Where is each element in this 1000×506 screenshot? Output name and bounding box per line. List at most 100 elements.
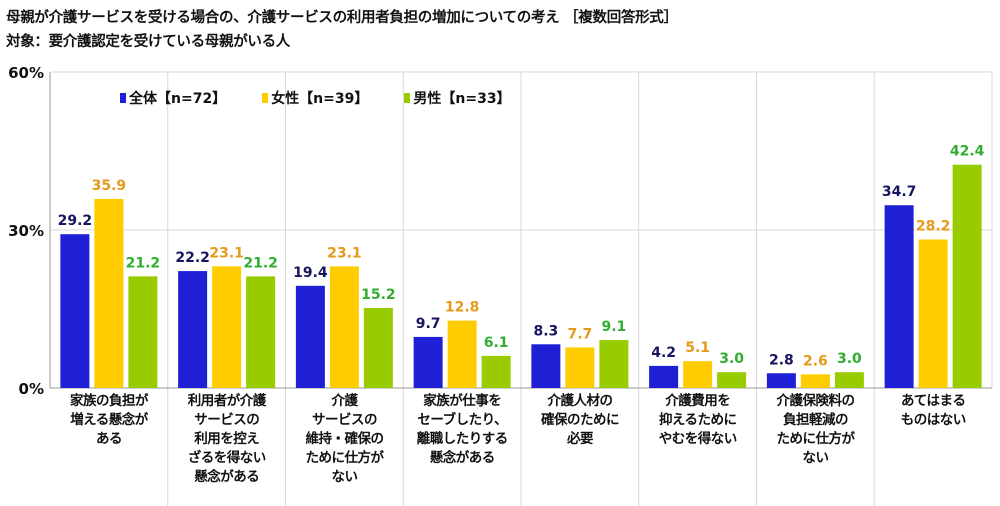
legend-swatch [120,93,126,103]
y-tick-label: 30% [8,222,44,240]
category-label-line: ない [331,469,359,485]
category-label-line: ない [802,450,830,466]
bar-女性 [800,374,830,388]
bar-女性 [94,198,124,388]
bar-全体 [649,365,679,388]
bar-全体 [766,373,796,388]
bar-全体 [178,271,208,388]
chart-title: 母親が介護サービスを受ける場合の、介護サービスの利用者負担の増加についての考え … [6,10,678,26]
category-label-line: 必要 [567,431,594,447]
data-label: 42.4 [950,144,985,160]
x-category-label: 利用者が介護 サービスの利用を控えざるを得ない 懸念がある [168,392,286,487]
chart-subtitle: 対象：要介護認定を受けている母親がいる人 [6,34,290,50]
category-label-line: 利用を控え [194,431,260,447]
x-category-label: 介護サービスの維持・確保の ために仕方が ない [286,392,404,487]
category-label-line: 懸念がある [429,450,496,466]
bar-全体 [884,205,914,388]
bar-全体 [413,336,443,388]
bar-男性 [481,355,511,388]
bar-全体 [60,234,90,388]
data-label: 2.8 [769,352,794,368]
category-label-line: 利用者が介護 [187,393,267,409]
bar-男性 [246,276,276,388]
legend-item-female: 女性【n=39】 [262,88,368,108]
bar-男性 [717,372,747,388]
y-tick-label: 60% [8,64,44,82]
category-label-line: ある [96,431,123,447]
bar-男性 [834,372,864,388]
legend-label: 男性【n=33】 [413,91,511,107]
bar-女性 [329,266,359,388]
data-label: 6.1 [484,335,509,351]
data-label: 9.7 [416,316,441,332]
category-label-line: 負担軽減の [783,412,849,428]
category-label-line: 介護保険料の [776,393,856,409]
category-label-line: ものはない [900,412,967,428]
category-label-line: 介護 [331,393,359,409]
legend: 全体【n=72】 女性【n=39】 男性【n=33】 [120,88,511,108]
category-label-line: あてはまる [901,393,966,409]
data-label: 15.2 [361,287,396,303]
x-category-label: 家族が仕事を セーブしたり、 離職したりする 懸念がある [403,392,521,468]
legend-item-male: 男性【n=33】 [404,88,511,108]
bar-全体 [531,344,561,388]
x-category-label: 家族の負担が 増える懸念が ある [50,392,168,449]
category-label-line: 維持・確保の [305,431,385,447]
x-category-label: 介護費用を抑えるために やむを得ない [639,392,757,449]
x-category-label: あてはまるものはない [874,392,992,430]
category-label-line: 離職したりする [416,431,509,447]
bar-男性 [952,164,982,388]
legend-swatch [404,93,411,103]
category-label-line: セーブしたり、 [417,412,508,428]
bar-女性 [683,361,713,388]
category-label-line: ざるを得ない [187,450,267,466]
data-label: 8.3 [533,323,558,339]
bar-男性 [128,276,158,388]
y-tick-label: 0% [19,380,44,398]
data-label: 22.2 [175,250,210,266]
data-label: 7.7 [567,326,592,342]
data-label: 23.1 [209,245,244,261]
data-label: 23.1 [327,245,362,261]
category-label-line: ために仕方が [305,450,385,466]
category-label-line: 家族が仕事を [423,393,502,409]
data-label: 3.0 [719,351,744,367]
data-label: 28.2 [916,218,951,234]
category-label-line: 確保のために [541,412,620,428]
bar-女性 [565,347,595,388]
legend-label: 全体【n=72】 [129,91,227,107]
category-label-line: 介護人材の [547,393,614,409]
bar-男性 [363,307,393,388]
category-label-line: 介護費用を [665,393,731,409]
data-label: 9.1 [601,319,626,335]
x-category-label: 介護保険料の 負担軽減のために仕方が ない [757,392,875,468]
data-label: 4.2 [651,345,676,361]
category-label-line: 増える懸念が [70,412,148,428]
category-label-line: やむを得ない [658,431,738,447]
category-label-line: 家族の負担が [70,393,149,409]
data-label: 21.2 [243,255,278,271]
bar-全体 [295,285,325,388]
category-label-line: ために仕方が [776,431,856,447]
legend-label: 女性【n=39】 [271,91,369,107]
bar-女性 [212,266,242,388]
legend-swatch [262,93,269,103]
legend-item-all: 全体【n=72】 [120,88,226,108]
data-label: 29.2 [58,213,93,229]
category-label-line: サービスの [312,412,378,428]
data-label: 3.0 [837,351,862,367]
data-label: 2.6 [803,353,828,369]
bar-女性 [447,320,477,388]
category-label-line: 抑えるために [658,412,737,428]
data-label: 35.9 [92,178,127,194]
data-label: 19.4 [293,265,328,281]
x-category-label: 介護人材の確保のために 必要 [521,392,639,449]
data-label: 12.8 [445,300,480,316]
bar-男性 [599,340,629,388]
data-label: 34.7 [882,184,917,200]
bar-女性 [918,239,948,388]
category-label-line: サービスの [194,412,260,428]
category-label-line: 懸念がある [194,469,260,485]
